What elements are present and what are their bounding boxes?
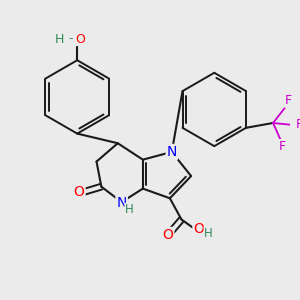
Text: F: F	[279, 140, 286, 153]
Text: F: F	[296, 118, 300, 131]
Text: F: F	[285, 94, 292, 107]
Text: H: H	[204, 226, 213, 239]
Text: N: N	[167, 145, 177, 159]
Text: N: N	[116, 196, 127, 210]
Text: H: H	[125, 203, 134, 216]
Text: H: H	[55, 32, 64, 46]
Text: O: O	[194, 222, 204, 236]
Text: O: O	[75, 32, 85, 46]
Text: O: O	[74, 185, 85, 200]
Text: -: -	[68, 32, 73, 46]
Text: O: O	[163, 228, 173, 242]
